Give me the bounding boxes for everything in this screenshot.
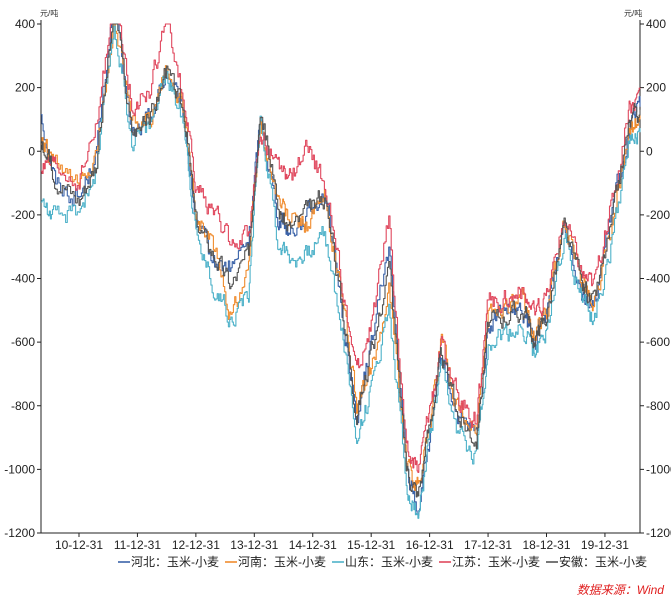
x-tick-label: 12-12-31: [172, 538, 220, 552]
series-line-2: [41, 23, 641, 492]
x-tick-label: 10-12-31: [55, 538, 103, 552]
legend-label: 江苏：玉米-小麦: [452, 555, 540, 569]
y-tick-label-left: 0: [28, 144, 35, 158]
y-tick-label-right: -400: [646, 272, 670, 286]
x-tick-label: 16-12-31: [406, 538, 454, 552]
y-tick-label-right: -800: [646, 399, 670, 413]
y-tick-label-left: -800: [11, 399, 35, 413]
x-tick-label: 18-12-31: [522, 538, 570, 552]
x-tick-label: 15-12-31: [347, 538, 395, 552]
x-tick-label: 19-12-31: [581, 538, 629, 552]
y-unit-left: 元/吨: [40, 8, 58, 18]
y-tick-label-right: -1000: [646, 462, 671, 476]
y-tick-label-left: -400: [11, 272, 35, 286]
x-tick-label: 11-12-31: [114, 538, 161, 552]
y-tick-label-left: -1000: [4, 462, 35, 476]
y-tick-label-right: 0: [646, 144, 653, 158]
series-line-3: [41, 25, 641, 519]
y-tick-label-right: -1200: [646, 526, 671, 540]
y-tick-label-left: -200: [11, 208, 35, 222]
y-ticks-right: 400 200 0 -200 -400 -600 -800 -1000 -1200: [640, 17, 671, 540]
legend-label: 河南：玉米-小麦: [238, 554, 326, 569]
y-unit-right: 元/吨: [624, 8, 642, 18]
y-tick-label-right: 200: [646, 81, 666, 95]
series-line-5: [41, 23, 641, 498]
y-tick-label-right: 400: [646, 17, 666, 31]
y-ticks-left: 400 200 0 -200 -400 -600 -800 -1000 -1200: [4, 17, 41, 540]
legend-label: 河北：玉米-小麦: [131, 555, 219, 569]
y-tick-label-left: -1200: [4, 526, 35, 540]
y-tick-label-left: 200: [15, 81, 35, 95]
x-tick-label: 17-12-31: [464, 538, 512, 552]
x-tick-label: 14-12-31: [289, 538, 337, 552]
legend-label: 山东：玉米-小麦: [345, 555, 433, 569]
source-note: 数据来源：Wind: [577, 583, 665, 597]
legend-label: 安徽：玉米-小麦: [559, 554, 647, 569]
y-tick-label-right: -200: [646, 208, 670, 222]
x-ticks: 10-12-31 11-12-31 12-12-31 13-12-31 14-12-31…: [55, 533, 629, 552]
series-lines: [41, 23, 641, 519]
legend: 河北：玉米-小麦 河南：玉米-小麦 山东：玉米-小麦 江苏：玉米-小麦 安徽：玉米-小麦: [118, 554, 647, 569]
y-tick-label-right: -600: [646, 335, 670, 349]
series-line-4: [41, 23, 641, 473]
x-tick-label: 13-12-31: [230, 538, 278, 552]
y-tick-label-left: 400: [15, 17, 35, 31]
y-tick-label-left: -600: [11, 335, 35, 349]
